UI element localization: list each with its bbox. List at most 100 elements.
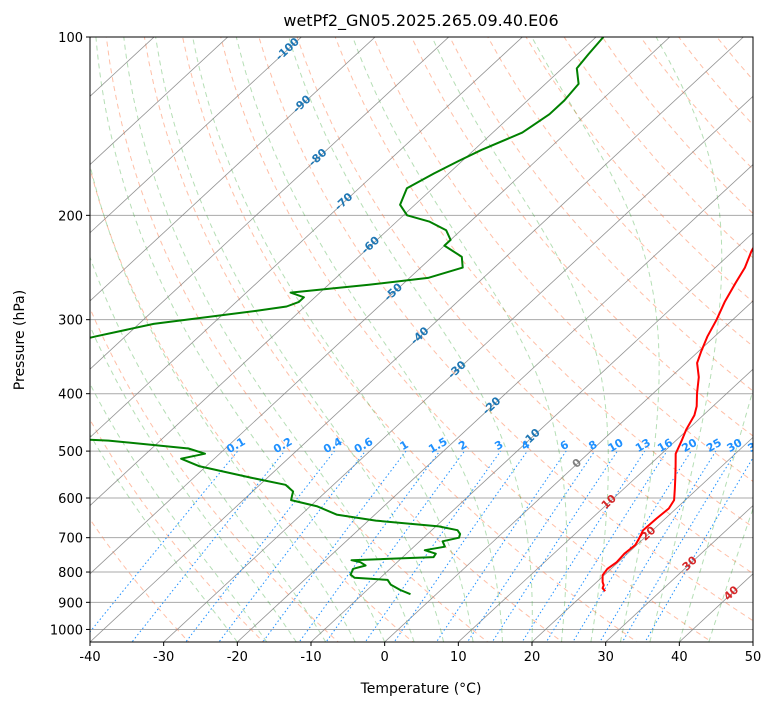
isotherm-line — [384, 300, 753, 642]
moist-adiabat-line — [288, 37, 533, 642]
isotherm-line — [605, 505, 753, 642]
dry-adiabat-line — [733, 10, 775, 645]
mixing-ratio-line — [572, 450, 692, 642]
moist-adiabat-line — [90, 382, 268, 642]
isotherm-line — [752, 641, 753, 642]
x-tick-label: -40 — [79, 650, 100, 665]
moist-adiabat-line — [192, 37, 474, 642]
y-tick-label: 1000 — [50, 623, 83, 638]
dry-adiabat-line — [487, 37, 753, 348]
mixing-ratio-line — [466, 450, 596, 642]
mixing-ratio-labels: 0.1 0.2 0.4 0.6 1 1.5 2 3 4 6 8 10 13 16 20 25 30 36 — [224, 435, 765, 456]
mixing-ratio-line — [185, 450, 335, 642]
moist-adiabat-line — [90, 255, 327, 642]
mixing-ratio-line — [218, 450, 366, 642]
mixing-ratio-label: 16 — [655, 436, 675, 455]
isotherm-line — [163, 95, 753, 642]
moist-adiabat-line — [95, 37, 386, 642]
y-tick-label: 500 — [58, 445, 83, 460]
mixing-ratio-label: 25 — [704, 436, 724, 455]
y-tick-label: 300 — [58, 314, 83, 329]
y-tick-label: 700 — [58, 532, 83, 547]
moist-adiabat-line — [431, 37, 609, 642]
mixing-ratio-line — [621, 450, 737, 642]
moist-adiabat-line — [678, 388, 753, 642]
isotherm-line — [90, 37, 523, 438]
x-tick-label: -10 — [300, 650, 321, 665]
isotherm-line — [236, 163, 753, 642]
y-axis-label: Pressure (hPa) — [12, 290, 28, 390]
dry-adiabat-line — [258, 37, 753, 622]
y-tick-label: 100 — [58, 31, 83, 46]
dry-adiabat-line — [410, 37, 753, 437]
mixing-ratio-label: 0.1 — [224, 435, 247, 456]
data-series — [90, 37, 753, 596]
mixing-ratio-label: 36 — [745, 436, 765, 455]
dry-adiabat-line — [770, 10, 775, 645]
moist-adiabat-line — [155, 37, 445, 642]
y-tick-label: 600 — [58, 492, 83, 507]
dry-adiabat-line — [143, 37, 564, 642]
isotherm-line — [90, 37, 302, 234]
moist-adiabat-line — [531, 37, 660, 642]
mixing-ratio-lines — [90, 450, 753, 642]
isotherm-line — [90, 37, 376, 302]
mixing-ratio-label: 0.6 — [352, 435, 376, 456]
chart-title: wetPf2_GN05.2025.265.09.40.E06 — [283, 11, 558, 31]
mixing-ratio-line — [599, 450, 717, 642]
mixing-ratio-line — [545, 450, 668, 642]
mixing-ratio-line — [644, 456, 753, 642]
mixing-ratio-line — [364, 450, 502, 642]
isotherm-line — [90, 37, 450, 370]
temperature-profile-line — [601, 246, 753, 592]
dry-adiabat-line — [449, 37, 753, 392]
mixing-ratio-line — [90, 450, 239, 633]
mixing-ratio-line — [435, 450, 567, 642]
plot-area: -100-90-80-70-60-50-40-30-20-10010203040… — [90, 10, 775, 645]
x-tick-label: 40 — [671, 650, 688, 665]
moist-adiabat-line — [123, 37, 415, 642]
moist-adiabats — [90, 37, 753, 642]
mixing-ratio-line — [262, 450, 407, 642]
y-tick-label: 900 — [58, 596, 83, 611]
moist-adiabat-line — [352, 37, 568, 642]
isotherm-line — [90, 37, 744, 642]
mixing-ratio-label: 10 — [606, 436, 626, 455]
x-tick-label: 20 — [524, 650, 541, 665]
mixing-ratio-label: 1.5 — [426, 435, 449, 456]
dry-adiabat-line — [182, 37, 638, 642]
isotherm-line — [531, 436, 753, 642]
dry-adiabat-line — [90, 518, 190, 642]
moist-adiabat-line — [90, 324, 297, 642]
dry-adiabat-line — [334, 37, 753, 528]
dry-adiabat-line — [563, 37, 753, 259]
dry-adiabat-line — [90, 166, 414, 642]
y-tick-label: 800 — [58, 566, 83, 581]
moist-adiabat-line — [90, 433, 238, 642]
dry-adiabat-line — [220, 37, 713, 642]
isotherm-line — [90, 37, 671, 575]
x-axis-label: Temperature (°C) — [360, 681, 482, 697]
mixing-ratio-line — [131, 450, 285, 642]
mixing-ratio-label: 0.4 — [321, 435, 345, 456]
mixing-ratio-line — [325, 450, 465, 642]
dry-adiabat-line — [90, 418, 265, 642]
mixing-ratio-line — [491, 450, 618, 642]
mixing-ratio-label: 13 — [633, 436, 653, 455]
y-tick-label: 400 — [58, 388, 83, 403]
plot-frame — [89, 36, 754, 643]
dry-adiabats — [90, 10, 775, 645]
dewpoint-profile-line — [90, 37, 605, 596]
axes: -40 -30 -20 -10 0 10 20 30 40 50 1000 900 800 700 600 5… — [50, 31, 761, 665]
x-tick-label: 30 — [597, 650, 614, 665]
x-tick-label: 10 — [450, 650, 467, 665]
dry-adiabat-line — [601, 37, 753, 215]
isotherm-line — [310, 232, 753, 642]
mixing-ratio-label: 0.2 — [271, 435, 294, 456]
isotherm-line — [90, 37, 229, 166]
x-tick-label: -30 — [153, 650, 174, 665]
x-tick-label: 50 — [745, 650, 762, 665]
mixing-ratio-line — [298, 450, 441, 642]
